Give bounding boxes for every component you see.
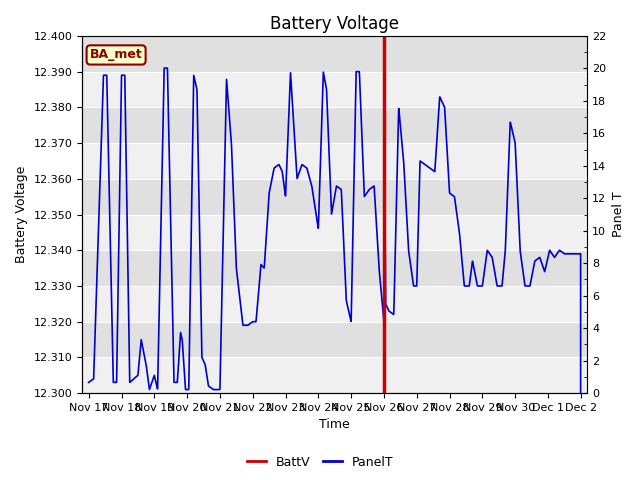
- Bar: [82, 36, 588, 72]
- Y-axis label: Battery Voltage: Battery Voltage: [15, 166, 28, 263]
- Bar: [82, 72, 588, 108]
- Bar: [82, 358, 588, 393]
- Bar: [82, 286, 588, 322]
- Bar: [82, 179, 588, 215]
- Legend: BattV, PanelT: BattV, PanelT: [242, 451, 398, 474]
- Y-axis label: Panel T: Panel T: [612, 192, 625, 237]
- Bar: [82, 322, 588, 358]
- Bar: [82, 108, 588, 143]
- X-axis label: Time: Time: [319, 419, 350, 432]
- Bar: [82, 250, 588, 286]
- Title: Battery Voltage: Battery Voltage: [270, 15, 399, 33]
- Bar: [82, 215, 588, 250]
- Text: BA_met: BA_met: [90, 48, 143, 61]
- Bar: [82, 143, 588, 179]
